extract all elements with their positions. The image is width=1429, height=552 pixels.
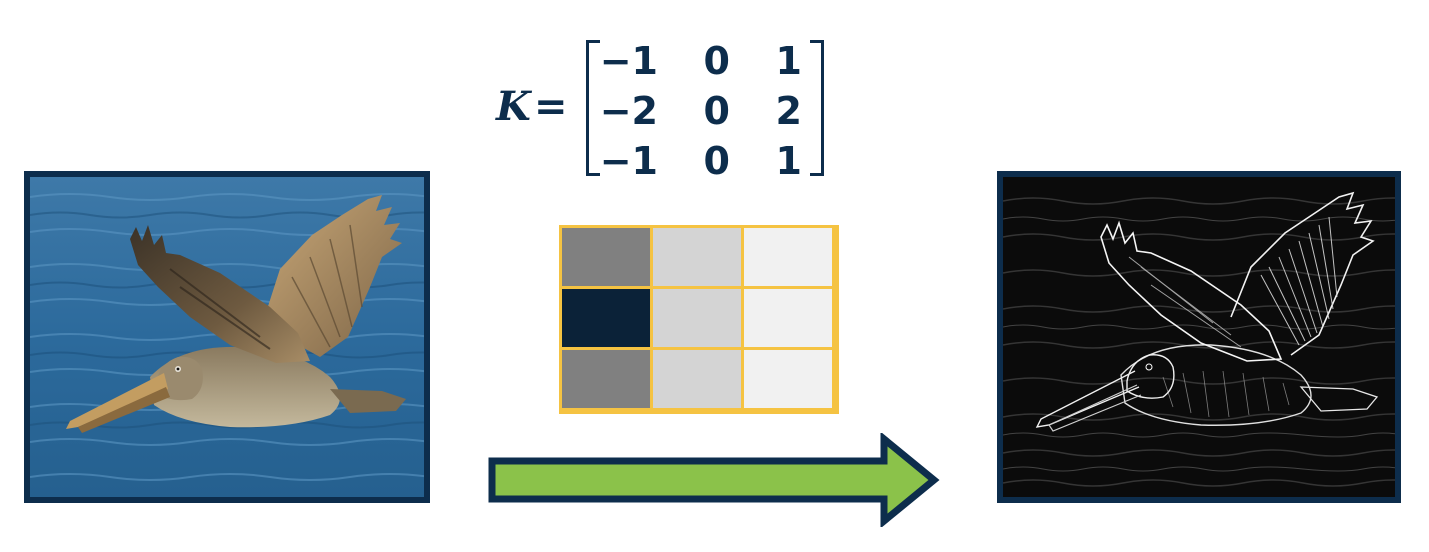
matrix-right-bracket <box>810 40 824 176</box>
kernel-grid <box>559 225 839 414</box>
equals-sign: = <box>534 84 568 130</box>
matrix-cell-r1c1: −1 <box>599 39 658 83</box>
kernel-cell <box>744 289 832 347</box>
matrix-left-bracket <box>586 40 600 176</box>
kernel-cell <box>562 228 650 286</box>
kernel-cell <box>562 289 650 347</box>
matrix-cell-r2c2: 0 <box>703 89 730 133</box>
matrix-cell-r3c3: 1 <box>775 139 802 183</box>
kernel-cell <box>653 289 741 347</box>
matrix-cell-r1c2: 0 <box>703 39 730 83</box>
matrix-cell-r2c3: 2 <box>775 89 802 133</box>
pelican-edge-map <box>1003 177 1395 497</box>
kernel-cell <box>562 350 650 408</box>
matrix-cell-r3c2: 0 <box>703 139 730 183</box>
output-image <box>997 171 1401 503</box>
kernel-cell <box>653 228 741 286</box>
matrix-cell-r3c1: −1 <box>599 139 658 183</box>
right-arrow-icon <box>488 433 940 527</box>
kernel-cell <box>653 350 741 408</box>
kernel-cell <box>744 228 832 286</box>
kernel-symbol: K <box>496 83 531 130</box>
matrix-cell-r1c3: 1 <box>775 39 802 83</box>
pelican-photo <box>30 177 424 497</box>
kernel-cell <box>744 350 832 408</box>
matrix-cell-r2c1: −2 <box>599 89 658 133</box>
input-image <box>24 171 430 503</box>
kernel-formula: K = −1 0 1 −2 0 2 −1 0 1 <box>492 34 832 182</box>
